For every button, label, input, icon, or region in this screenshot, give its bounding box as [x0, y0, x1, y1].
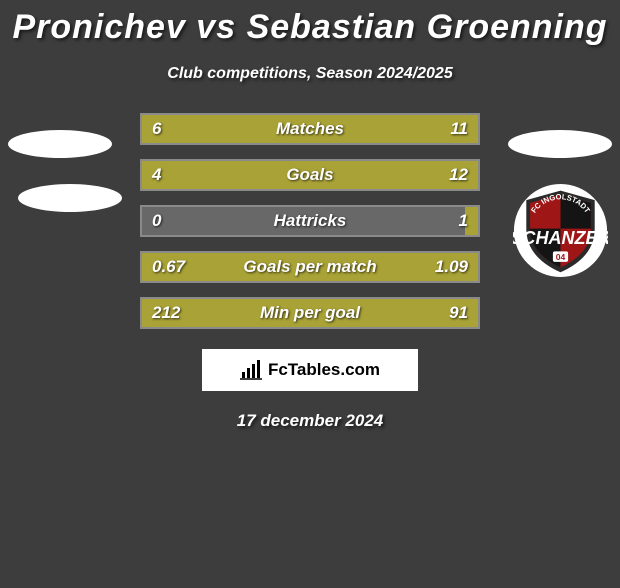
- stat-bar-right-fill: [261, 115, 478, 143]
- page-title: Pronichev vs Sebastian Groenning: [0, 8, 620, 47]
- stat-row: Matches611: [0, 113, 620, 159]
- stat-row: Goals412: [0, 159, 620, 205]
- stats-container: Matches611Goals412Hattricks01Goals per m…: [0, 113, 620, 343]
- stat-value-right: 91: [449, 303, 468, 323]
- stat-value-left: 0.67: [152, 257, 185, 277]
- stat-bar-right-fill: [226, 161, 478, 189]
- stat-value-left: 4: [152, 165, 161, 185]
- stat-bar-track: [140, 251, 480, 283]
- stat-row: Min per goal21291: [0, 297, 620, 343]
- stat-bar-track: [140, 205, 480, 237]
- stat-value-right: 11: [450, 119, 468, 139]
- stat-value-right: 1.09: [435, 257, 468, 277]
- fctables-watermark: FcTables.com: [202, 349, 418, 391]
- bar-chart-icon: [240, 360, 262, 380]
- stat-value-left: 0: [152, 211, 161, 231]
- stat-bar-track: [140, 297, 480, 329]
- stat-row: Goals per match0.671.09: [0, 251, 620, 297]
- stat-bar-track: [140, 113, 480, 145]
- page-subtitle: Club competitions, Season 2024/2025: [0, 65, 620, 83]
- date-label: 17 december 2024: [0, 411, 620, 431]
- stat-value-right: 1: [459, 211, 468, 231]
- stat-row: Hattricks01: [0, 205, 620, 251]
- fctables-label: FcTables.com: [268, 360, 380, 380]
- stat-bar-track: [140, 159, 480, 191]
- stat-value-right: 12: [449, 165, 468, 185]
- stat-value-left: 6: [152, 119, 161, 139]
- stat-value-left: 212: [152, 303, 180, 323]
